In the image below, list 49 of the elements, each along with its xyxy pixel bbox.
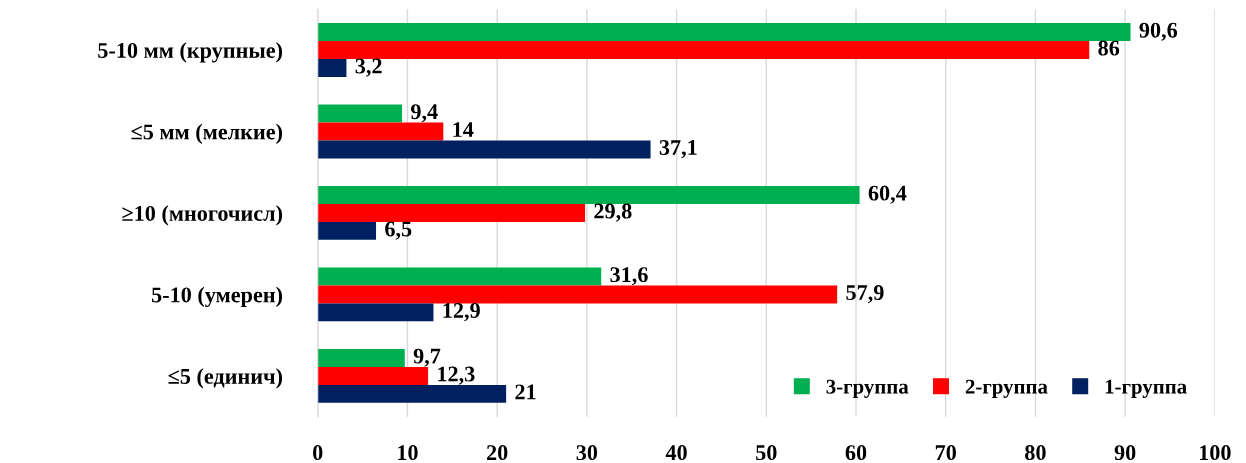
bar [317, 267, 602, 286]
bar [317, 384, 507, 403]
data-label: 90,6 [1139, 22, 1178, 41]
x-tick-label: 30 [576, 445, 598, 461]
y-tick-label: ≤5 (единич) [168, 368, 283, 389]
data-label: 37,1 [659, 140, 697, 159]
data-label: 14 [453, 122, 474, 137]
bar [317, 41, 1090, 59]
data-label: 86 [1098, 40, 1120, 56]
x-tick-label: 0 [313, 445, 323, 461]
x-tick-label: 50 [756, 445, 777, 461]
data-label: 6,5 [385, 221, 412, 240]
y-tick-label: 5-10 (умерен) [151, 286, 283, 307]
bar [317, 122, 444, 141]
data-label: 3,2 [355, 58, 382, 77]
bar [317, 58, 347, 77]
data-label: 57,9 [846, 285, 884, 304]
data-label: 29,8 [594, 203, 632, 222]
bar [317, 366, 429, 385]
data-label: 12,9 [443, 303, 480, 322]
data-label: 31,6 [610, 267, 648, 286]
x-tick-label: 10 [398, 445, 418, 461]
bar [317, 186, 860, 205]
bar [317, 204, 586, 222]
data-label: 9,7 [413, 348, 441, 367]
legend-label: 1-группа [1105, 379, 1187, 398]
bar [317, 140, 651, 159]
y-tick-label: ≥10 (многочисл) [122, 205, 283, 226]
x-tick-label: 20 [486, 445, 508, 461]
bar [317, 221, 377, 240]
data-label: 21 [515, 384, 536, 400]
bar [317, 104, 403, 123]
y-tick-label: 5-10 мм (крупные) [98, 42, 283, 63]
x-tick-label: 40 [665, 445, 687, 461]
bar [317, 23, 1131, 42]
legend-label: 3-группа [826, 379, 909, 398]
data-label: 12,3 [438, 366, 475, 385]
bar [317, 285, 838, 304]
bar [317, 303, 434, 322]
y-tick-label: ≤5 мм (мелкие) [131, 123, 283, 144]
bar [317, 349, 405, 367]
x-tick-label: 60 [845, 445, 867, 461]
x-tick-label: 80 [1025, 445, 1046, 461]
data-label: 9,4 [411, 104, 438, 123]
x-tick-label: 70 [935, 445, 956, 461]
legend-label: 2-группа [965, 379, 1048, 398]
x-tick-label: 90 [1114, 445, 1136, 461]
data-label: 60,4 [868, 185, 907, 204]
x-tick-label: 100 [1199, 445, 1231, 461]
